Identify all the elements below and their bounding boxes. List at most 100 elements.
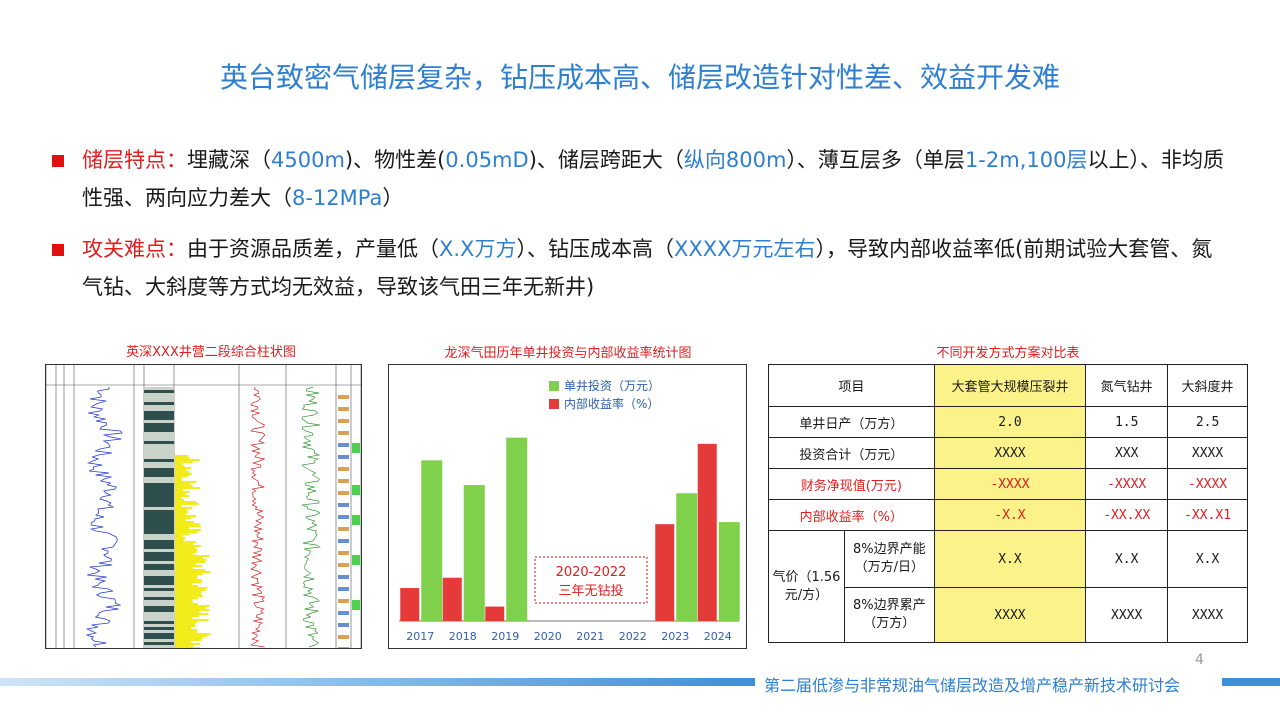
interpretation-mark	[338, 419, 349, 423]
bar-irr	[697, 443, 717, 621]
lithology-layer	[144, 408, 174, 411]
porosity-fill	[175, 595, 203, 597]
table-cell: -XXXX	[1167, 468, 1248, 500]
porosity-fill	[175, 523, 200, 525]
bullet-segment: )、物性差(	[344, 148, 446, 172]
lithology-layer	[144, 612, 174, 615]
lithology-layer	[144, 489, 174, 492]
page-number: 4	[1195, 652, 1204, 668]
interpretation-mark	[338, 623, 349, 627]
porosity-fill	[175, 481, 197, 483]
lithology-layer	[144, 429, 174, 432]
lithology-layer	[144, 528, 174, 531]
bullet-difficulty: 攻关难点：由于资源品质差，产量低（X.X万方）、钻压成本高（XXXX万元左右），…	[52, 230, 1227, 306]
bar-irr	[400, 588, 420, 621]
lithology-layer	[144, 393, 174, 396]
lithology-layer	[144, 627, 174, 630]
lithology-layer	[144, 537, 174, 540]
sub-row-label: 8%边界累产（万方）	[843, 587, 935, 643]
porosity-fill	[175, 533, 190, 535]
porosity-fill	[175, 563, 196, 565]
footer-bar-end	[1222, 678, 1280, 686]
x-tick-label: 2022	[619, 630, 647, 643]
interpretation-mark	[338, 515, 349, 519]
resistivity-curve	[249, 386, 266, 648]
lithology-layer	[144, 402, 174, 405]
porosity-fill	[175, 573, 203, 575]
row-label: 单井日产（万方）	[768, 406, 935, 438]
interpretation-mark	[338, 587, 349, 591]
lithology-layer	[144, 609, 174, 612]
gamma-ray-curve	[85, 386, 123, 648]
lithology-layer	[144, 543, 174, 546]
porosity-fill	[175, 635, 208, 637]
porosity-fill	[175, 457, 190, 459]
lithology-layer	[144, 534, 174, 537]
porosity-fill	[175, 515, 197, 517]
slide-title: 英台致密气储层复杂，钻压成本高、储层改造针对性差、效益开发难	[219, 61, 1060, 94]
header-high-angle: 大斜度井	[1167, 364, 1248, 407]
interpretation-mark	[338, 503, 349, 507]
porosity-fill	[175, 613, 209, 615]
lithology-layer	[144, 630, 174, 633]
density-curve	[301, 386, 321, 648]
interpretation-mark	[338, 395, 349, 399]
lithology-layer	[144, 438, 174, 441]
lithology-layer	[144, 465, 174, 468]
porosity-fill	[175, 505, 182, 507]
bullet-segment: ）	[382, 186, 404, 210]
interpretation-mark	[338, 551, 349, 555]
porosity-fill	[175, 501, 197, 503]
porosity-fill	[175, 547, 196, 549]
lithology-layer	[144, 588, 174, 591]
interpretation-mark	[338, 443, 349, 447]
lithology-layer	[144, 399, 174, 402]
porosity-fill	[175, 633, 211, 635]
porosity-fill	[175, 615, 200, 617]
lithology-layer	[144, 504, 174, 507]
lithology-layer	[144, 525, 174, 528]
porosity-fill	[175, 647, 201, 648]
lithology-layer	[144, 456, 174, 459]
lithology-layer	[144, 423, 174, 426]
porosity-fill	[175, 603, 198, 605]
lithology-layer	[144, 519, 174, 522]
highlight-value: 8-12MPa	[292, 186, 383, 210]
bar-irr	[442, 577, 462, 621]
porosity-fill	[175, 517, 192, 519]
porosity-fill	[175, 497, 182, 499]
bar-chart: 2017 2018 2019 2020 2021 2022 2023 2024 单井投资（万元）…	[399, 378, 740, 643]
porosity-fill	[175, 625, 196, 627]
porosity-fill	[175, 537, 186, 539]
porosity-fill	[175, 559, 207, 561]
annotation-box	[534, 556, 648, 604]
footer-bar	[0, 678, 755, 686]
header-item: 项目	[768, 364, 935, 407]
porosity-fill	[175, 579, 202, 581]
annotation-line1: 2020-2022	[556, 565, 627, 580]
lithology-layer	[144, 549, 174, 552]
bullet-segment: ）、薄互层多（单层	[786, 148, 965, 172]
lithology-layer	[144, 573, 174, 576]
porosity-fill	[175, 543, 194, 545]
lithology-layer	[144, 396, 174, 399]
interpretation-mark	[338, 431, 349, 435]
lithology-layer	[144, 558, 174, 561]
table-cell: 2.5	[1167, 406, 1248, 438]
chart-title: 龙深气田历年单井投资与内部收益率统计图	[444, 346, 692, 361]
bar-investment	[718, 522, 740, 621]
bullet-segment: ）、钻压成本高（	[516, 237, 674, 261]
bullet-segment: ），导致内部收益率低(前期试验大套管、氮气钻、大斜度等方式均无效益，导致该气田三…	[82, 237, 1213, 299]
perforation-marker	[352, 600, 360, 610]
perforation-marker	[352, 515, 360, 525]
well-log-figure	[45, 364, 362, 649]
lithology-layer	[144, 570, 174, 573]
x-tick-label: 2018	[449, 630, 477, 643]
porosity-fill	[175, 463, 183, 465]
porosity-fill	[175, 473, 192, 475]
porosity-fill	[175, 621, 198, 623]
bullet-segment: 以上）、非均质性强、两向应力差大（	[82, 148, 1224, 210]
porosity-fill	[175, 623, 196, 625]
lithology-layer	[144, 411, 174, 414]
table-cell: XXXX	[933, 437, 1087, 469]
